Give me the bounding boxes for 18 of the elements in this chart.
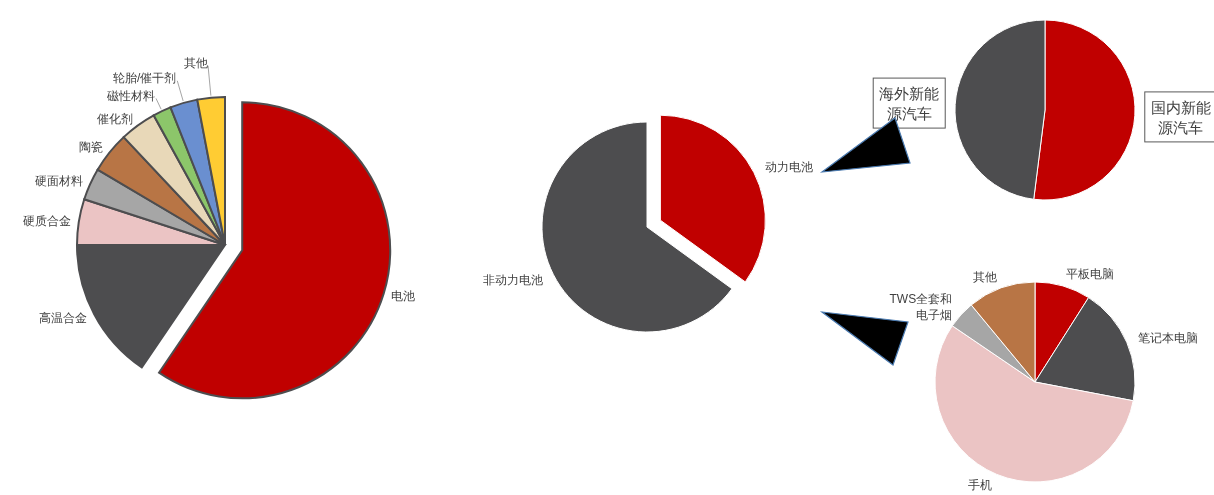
slice-label: 高温合金 [39, 311, 88, 325]
slice-label: 手机 [968, 478, 993, 493]
slice-label: 硬面材料 [34, 173, 83, 188]
slice-label: 其他 [973, 269, 998, 284]
slice-label: 动力电池 [764, 160, 813, 175]
slice-label: TWS全套和电子烟 [889, 291, 953, 322]
slice-label: 催化剂 [97, 111, 134, 126]
slice-label: 其他 [183, 55, 208, 70]
slice-label: 非动力电池 [482, 273, 543, 288]
slice-label: 轮胎/催干剂 [113, 70, 177, 85]
slice-label: 陶瓷 [79, 140, 104, 155]
slice-label: 磁性材料 [105, 88, 155, 103]
slice-label: 平板电脑 [1066, 267, 1115, 282]
slice-label: 笔记本电脑 [1137, 330, 1198, 345]
slice-label: 硬质合金 [22, 213, 71, 228]
slice-label: 电池 [391, 289, 416, 304]
slice-label: 国内新能源汽车 [1150, 98, 1211, 136]
slice-label: 海外新能源汽车 [879, 84, 940, 122]
